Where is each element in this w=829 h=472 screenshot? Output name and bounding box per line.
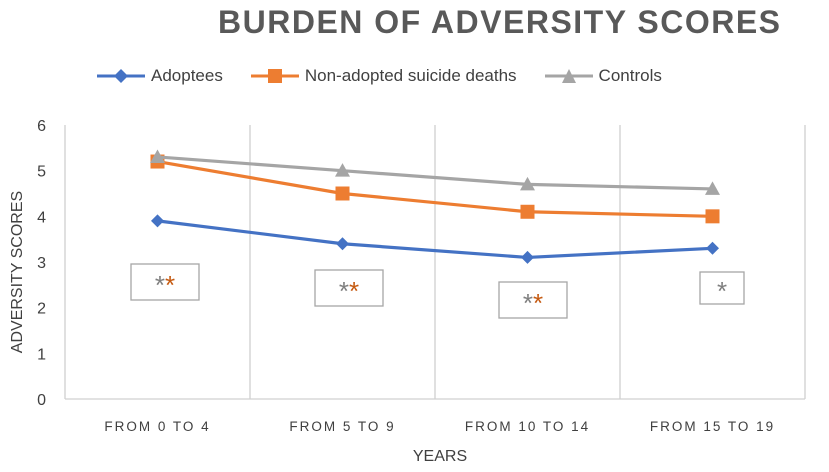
data-point-adoptees	[706, 241, 719, 255]
legend-item-adoptees: Adoptees	[95, 66, 223, 86]
data-point-non-adopted-suicide-deaths	[520, 204, 535, 219]
data-point-controls	[335, 163, 350, 177]
y-tick-label: 4	[37, 209, 46, 226]
data-point-non-adopted-suicide-deaths	[335, 186, 350, 201]
significance-asterisk: *	[349, 276, 359, 306]
chart-title: BURDEN OF ADVERSITY SCORES	[218, 4, 782, 40]
x-axis-title: YEARS	[413, 448, 467, 465]
data-point-adoptees	[521, 250, 534, 264]
series-line-non-adopted-suicide-deaths	[157, 159, 713, 218]
significance-asterisk: *	[339, 276, 349, 306]
series-line-controls	[157, 155, 713, 191]
significance-marker: *	[717, 276, 727, 306]
significance-marker: **	[339, 276, 359, 306]
significance-asterisk: *	[523, 288, 533, 318]
data-point-adoptees	[336, 237, 349, 251]
x-category-label: FROM 10 TO 14	[465, 419, 590, 434]
data-point-controls	[705, 181, 720, 195]
y-tick-label: 0	[37, 392, 46, 409]
data-point-adoptees	[151, 214, 164, 228]
y-tick-label: 2	[37, 301, 46, 318]
data-point-controls	[520, 176, 535, 191]
legend-marker-controls	[544, 69, 593, 83]
legend-label-adoptees: Adoptees	[151, 66, 223, 85]
y-tick-label: 5	[37, 164, 46, 181]
significance-marker: **	[155, 270, 175, 300]
y-axis-title: ADVERSITY SCORES	[9, 191, 26, 353]
significance-box	[314, 269, 384, 307]
x-category-label: FROM 15 TO 19	[650, 419, 775, 434]
series-line-adoptees	[157, 219, 713, 260]
legend-label-controls: Controls	[598, 66, 662, 85]
legend-item-non-adopted: Non-adopted suicide deaths	[249, 66, 517, 86]
legend-marker-non-adopted	[250, 69, 299, 83]
legend: Adoptees Non-adopted suicide deaths Cont…	[95, 66, 688, 86]
significance-asterisk: *	[717, 276, 727, 306]
significance-box	[498, 281, 568, 319]
significance-box	[130, 263, 200, 301]
y-tick-label: 3	[37, 255, 46, 272]
data-point-non-adopted-suicide-deaths	[705, 209, 720, 224]
significance-box	[699, 271, 745, 305]
legend-label-non-adopted: Non-adopted suicide deaths	[304, 66, 517, 85]
legend-marker-adoptees	[97, 69, 145, 83]
y-tick-label: 6	[37, 118, 46, 135]
data-point-controls	[150, 149, 165, 163]
legend-item-controls: Controls	[543, 66, 662, 86]
significance-asterisk: *	[165, 270, 175, 300]
x-category-label: FROM 0 TO 4	[104, 419, 210, 434]
y-tick-label: 1	[37, 346, 46, 363]
significance-asterisk: *	[155, 270, 165, 300]
significance-asterisk: *	[533, 288, 543, 318]
x-category-label: FROM 5 TO 9	[289, 419, 395, 434]
significance-marker: **	[523, 288, 543, 318]
